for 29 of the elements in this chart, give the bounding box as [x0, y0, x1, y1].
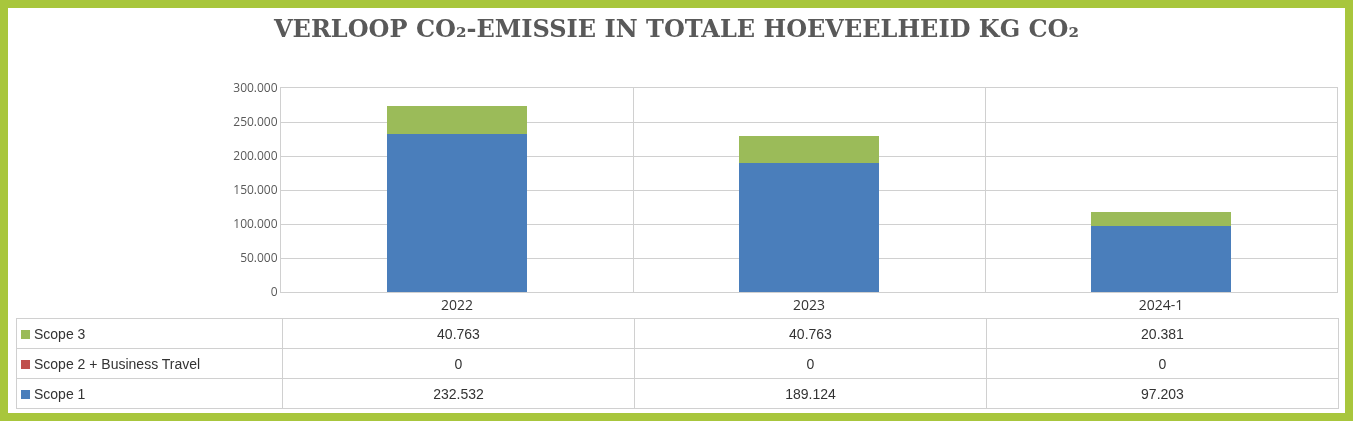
y-tick-label: 100.000 [233, 215, 278, 233]
data-label: 20.381 [986, 318, 1339, 349]
y-tick-label: 200.000 [233, 147, 278, 165]
legend-label: Scope 2 + Business Travel [16, 348, 283, 379]
bar [386, 133, 528, 292]
data-label: 232.532 [282, 378, 635, 409]
data-label: 0 [634, 348, 987, 379]
chart-title: VERLOOP CO₂-EMISSIE IN TOTALE HOEVEELHEID KG CO₂ [272, 13, 1080, 43]
bar [738, 163, 880, 292]
data-label: 97.203 [986, 378, 1339, 409]
bar [1090, 225, 1232, 292]
bar [386, 106, 528, 134]
data-label: 40.763 [634, 318, 987, 349]
data-label: 189.124 [634, 378, 987, 409]
bar [738, 135, 880, 164]
x-tick-label: 2022 [440, 294, 474, 314]
legend-label: Scope 3 [16, 318, 283, 349]
data-label: 0 [282, 348, 635, 379]
y-tick-label: 250.000 [233, 113, 278, 131]
x-tick-label: 2024-1 [1138, 294, 1184, 314]
legend-label: Scope 1 [16, 378, 283, 409]
y-tick-label: 50.000 [240, 249, 278, 267]
y-tick-label: 0 [270, 283, 278, 301]
x-tick-label: 2023 [792, 294, 826, 314]
bar [1090, 212, 1232, 226]
y-tick-label: 300.000 [233, 79, 278, 97]
y-tick-label: 150.000 [233, 181, 278, 199]
data-label: 0 [986, 348, 1339, 379]
data-label: 40.763 [282, 318, 635, 349]
